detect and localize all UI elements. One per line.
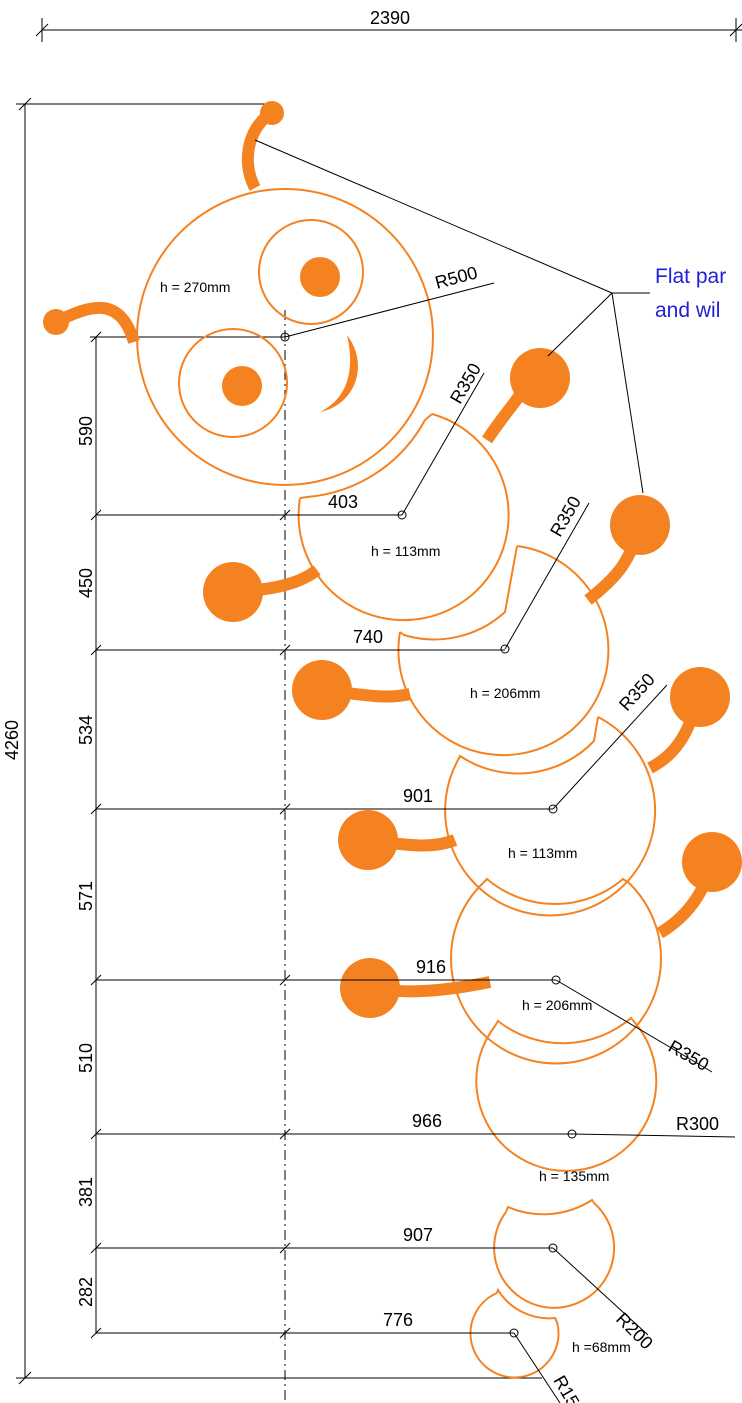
seg7-height-label: h =68mm (572, 1339, 631, 1355)
overall-height-dimension: 4260 (2, 97, 542, 1385)
seg4-height-label: h = 206mm (522, 997, 592, 1013)
segment-4: h = 206mm (450, 877, 662, 1065)
leg-4-right-ball (682, 832, 742, 892)
leg-2-right-ball (610, 495, 670, 555)
segment-1: h = 113mm (297, 413, 510, 622)
hdim-907: 907 (403, 1225, 433, 1245)
vertical-dim-381: 381 (76, 1177, 96, 1207)
vertical-dim-571: 571 (76, 881, 96, 911)
seg1-height-label: h = 113mm (371, 543, 440, 559)
eye-top-pupil (300, 257, 340, 297)
eye-bottom-pupil (222, 366, 262, 406)
legs (43, 101, 742, 1018)
leg-5-left-ball (340, 958, 400, 1018)
radius-seg1: R350 (446, 360, 485, 407)
segment-2: h = 206mm (397, 545, 610, 757)
head-height-label: h = 270mm (160, 279, 230, 295)
hdim-901: 901 (403, 786, 433, 806)
radius-seg3: R350 (615, 669, 659, 714)
note-line-1: Flat par (655, 265, 726, 288)
seg5-height-label: h = 135mm (539, 1168, 609, 1184)
eye-top-outline (258, 219, 364, 325)
hdim-776: 776 (383, 1310, 413, 1330)
vertical-dim-282: 282 (76, 1277, 96, 1307)
note-leaders: Flat par and wil (254, 139, 726, 494)
head-antenna-top-ball (260, 101, 284, 125)
seg3-height-label: h = 113mm (508, 845, 577, 861)
vertical-dim-510: 510 (76, 1043, 96, 1073)
overall-height-label: 4260 (2, 720, 22, 760)
hdim-740: 740 (353, 627, 383, 647)
head: h = 270mm (136, 188, 434, 486)
overall-width-label: 2390 (370, 8, 410, 28)
overall-width-dimension: 2390 (35, 8, 742, 42)
leg-3-right-ball (670, 667, 730, 727)
radius-seg2: R350 (546, 493, 585, 540)
hdim-916: 916 (416, 957, 446, 977)
head-antenna-left-ball (43, 309, 69, 335)
mouth (320, 335, 359, 412)
leg-3-left-ball (292, 660, 352, 720)
horizontal-dimensions: 403 740 901 916 966 907 776 (96, 492, 577, 1339)
radius-seg4: R350 (665, 1036, 712, 1075)
segment-6 (493, 1198, 616, 1309)
head-outline (136, 188, 434, 486)
radius-seg5: R300 (676, 1114, 719, 1134)
leg-4-left-ball (338, 810, 398, 870)
vertical-chain-dimension: 590 450 534 571 510 381 282 (76, 331, 285, 1339)
segment-3: h = 113mm (444, 716, 657, 917)
hdim-966: 966 (412, 1111, 442, 1131)
segment-5: h = 135mm (475, 1016, 658, 1184)
seg2-height-label: h = 206mm (470, 685, 540, 701)
segment-7: h =68mm (469, 1287, 631, 1379)
vertical-dim-590: 590 (76, 416, 96, 446)
leg-2-left-ball (203, 562, 263, 622)
radius-seg7: R15 (550, 1372, 584, 1403)
leg-1-right-ball (510, 348, 570, 408)
vertical-dim-450: 450 (76, 568, 96, 598)
note-line-2: and wil (655, 299, 720, 322)
hdim-403: 403 (328, 492, 358, 512)
vertical-dim-534: 534 (76, 715, 96, 745)
eye-bottom-outline (178, 328, 288, 438)
